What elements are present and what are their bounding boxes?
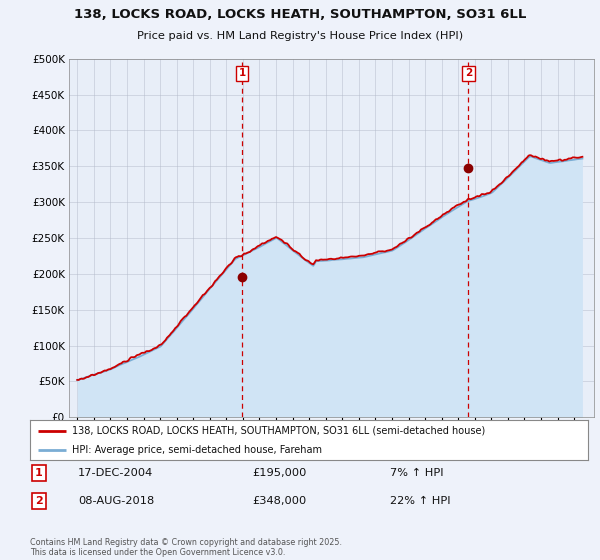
Text: HPI: Average price, semi-detached house, Fareham: HPI: Average price, semi-detached house,…: [72, 445, 322, 455]
Text: 2: 2: [465, 68, 472, 78]
Text: 17-DEC-2004: 17-DEC-2004: [78, 468, 153, 478]
Text: £195,000: £195,000: [252, 468, 307, 478]
Text: 2: 2: [35, 496, 43, 506]
Text: 1: 1: [35, 468, 43, 478]
Text: Price paid vs. HM Land Registry's House Price Index (HPI): Price paid vs. HM Land Registry's House …: [137, 31, 463, 41]
Text: 138, LOCKS ROAD, LOCKS HEATH, SOUTHAMPTON, SO31 6LL (semi-detached house): 138, LOCKS ROAD, LOCKS HEATH, SOUTHAMPTO…: [72, 426, 485, 436]
Text: Contains HM Land Registry data © Crown copyright and database right 2025.
This d: Contains HM Land Registry data © Crown c…: [30, 538, 342, 557]
Text: 22% ↑ HPI: 22% ↑ HPI: [390, 496, 451, 506]
Text: 138, LOCKS ROAD, LOCKS HEATH, SOUTHAMPTON, SO31 6LL: 138, LOCKS ROAD, LOCKS HEATH, SOUTHAMPTO…: [74, 8, 526, 21]
Text: 7% ↑ HPI: 7% ↑ HPI: [390, 468, 443, 478]
Text: 08-AUG-2018: 08-AUG-2018: [78, 496, 154, 506]
Text: 1: 1: [239, 68, 246, 78]
Text: £348,000: £348,000: [252, 496, 306, 506]
